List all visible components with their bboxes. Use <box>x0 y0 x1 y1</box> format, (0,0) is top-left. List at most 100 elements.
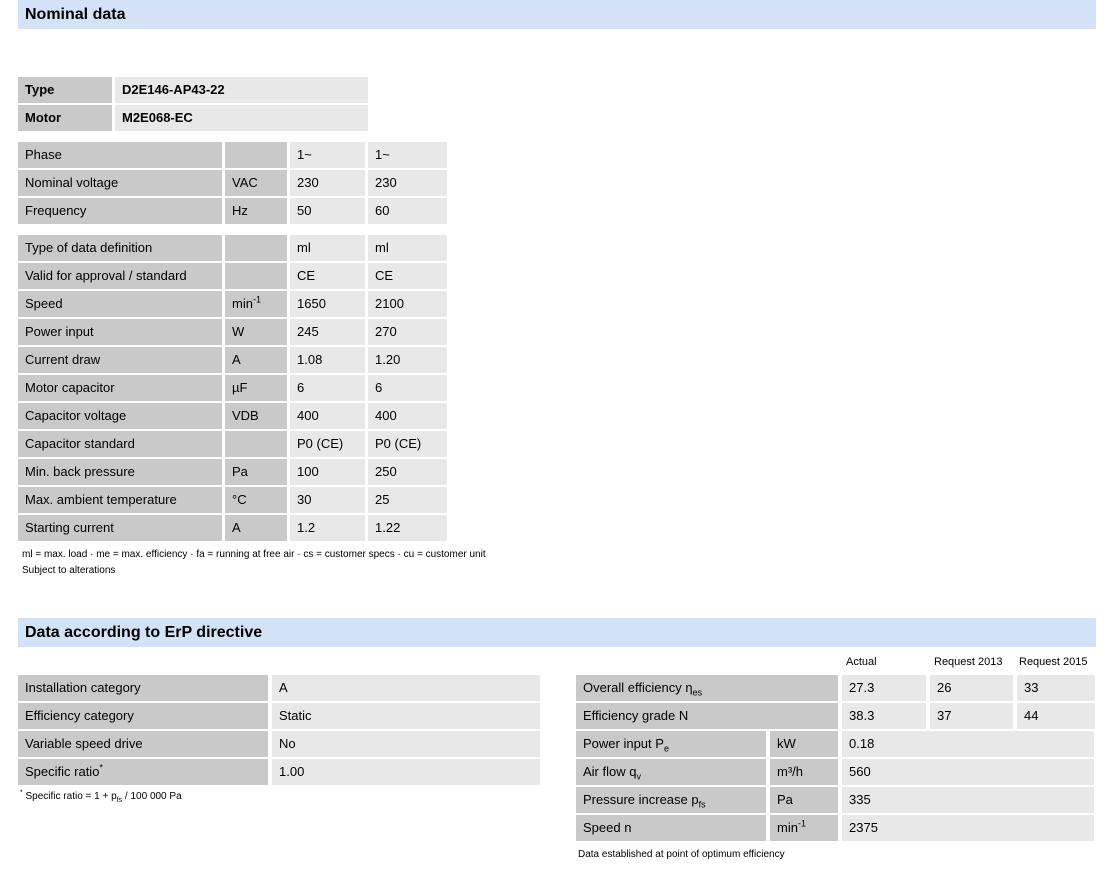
label-subscript: es <box>692 687 703 698</box>
electrical-table: Phase 1~ 1~ Nominal voltage VAC 230 230 … <box>18 142 447 224</box>
row-label-cell: Motor capacitor <box>18 375 222 401</box>
unit-superscript: -1 <box>797 818 806 829</box>
row-label-cell: Type of data definition <box>18 235 222 261</box>
row-label-cell: Air flow qv <box>576 759 766 785</box>
erp-operating-point-table: Power input Pe kW 0.18 Air flow qv m³/h … <box>576 731 1094 841</box>
row-label-cell: Frequency <box>18 198 222 224</box>
row-value-cell: Static <box>272 703 540 729</box>
motor-value-cell: M2E068-EC <box>115 105 368 131</box>
row-value-50hz-cell: 1.08 <box>290 347 365 373</box>
label-asterisk: * <box>99 762 103 773</box>
abbreviations-footnote: ml = max. load · me = max. efficiency · … <box>22 549 486 560</box>
row-label-cell: Valid for approval / standard <box>18 263 222 289</box>
row-value-60hz-cell: 25 <box>368 487 447 513</box>
row-unit-cell: min-1 <box>770 815 838 841</box>
row-value-60hz-cell: 6 <box>368 375 447 401</box>
row-label-cell: Power input <box>18 319 222 345</box>
row-label-cell: Nominal voltage <box>18 170 222 196</box>
row-unit-cell: kW <box>770 731 838 757</box>
label-subscript: e <box>663 743 669 754</box>
specification-table: Type of data definition ml ml Valid for … <box>18 235 447 541</box>
row-unit-cell: A <box>225 515 287 541</box>
column-header-request-2015: Request 2015 <box>1019 656 1088 668</box>
row-label-cell: Min. back pressure <box>18 459 222 485</box>
row-label-cell: Installation category <box>18 675 268 701</box>
row-unit-cell <box>225 431 287 457</box>
row-unit-cell: °C <box>225 487 287 513</box>
label-text: Air flow q <box>583 764 637 779</box>
row-label-cell: Speed n <box>576 815 766 841</box>
row-unit-cell <box>225 142 287 168</box>
row-value-50hz-cell: ml <box>290 235 365 261</box>
row-label-cell: Capacitor voltage <box>18 403 222 429</box>
row-value-60hz-cell: 270 <box>368 319 447 345</box>
row-value-cell: 560 <box>842 759 1094 785</box>
row-value-50hz-cell: 245 <box>290 319 365 345</box>
row-unit-cell <box>225 263 287 289</box>
label-text: Power input P <box>583 736 664 751</box>
row-label-cell: Speed <box>18 291 222 317</box>
footnote-asterisk: * <box>20 789 23 797</box>
row-value-request-2015-cell: 44 <box>1017 703 1095 729</box>
row-value-60hz-cell: 1~ <box>368 142 447 168</box>
section-title: Nominal data <box>25 6 126 23</box>
row-value-60hz-cell: 1.20 <box>368 347 447 373</box>
section-header-erp-directive: Data according to ErP directive <box>18 618 1096 647</box>
row-unit-cell: W <box>225 319 287 345</box>
row-value-50hz-cell: 1.2 <box>290 515 365 541</box>
footnote-text: / 100 000 Pa <box>122 791 182 802</box>
subject-to-alterations-note: Subject to alterations <box>22 565 116 576</box>
row-value-cell: 0.18 <box>842 731 1094 757</box>
row-label-cell: Specific ratio* <box>18 759 268 785</box>
row-label-cell: Power input Pe <box>576 731 766 757</box>
footnote-subscript: fs <box>116 797 123 804</box>
row-unit-cell: Pa <box>770 787 838 813</box>
row-value-cell: 2375 <box>842 815 1094 841</box>
row-value-60hz-cell: 60 <box>368 198 447 224</box>
specific-ratio-footnote: * Specific ratio = 1 + pfs / 100 000 Pa <box>20 789 182 804</box>
row-value-50hz-cell: 400 <box>290 403 365 429</box>
row-value-60hz-cell: 400 <box>368 403 447 429</box>
row-label-cell: Phase <box>18 142 222 168</box>
section-title: Data according to ErP directive <box>25 624 263 641</box>
row-value-50hz-cell: 30 <box>290 487 365 513</box>
row-value-60hz-cell: ml <box>368 235 447 261</box>
label-subscript: fs <box>698 799 706 810</box>
row-value-50hz-cell: 6 <box>290 375 365 401</box>
motor-label-cell: Motor <box>18 105 112 131</box>
row-value-50hz-cell: P0 (CE) <box>290 431 365 457</box>
row-label-cell: Pressure increase pfs <box>576 787 766 813</box>
row-value-60hz-cell: 250 <box>368 459 447 485</box>
row-value-60hz-cell: 1.22 <box>368 515 447 541</box>
row-unit-cell: A <box>225 347 287 373</box>
row-unit-cell: Hz <box>225 198 287 224</box>
row-value-actual-cell: 27.3 <box>842 675 926 701</box>
column-header-request-2013: Request 2013 <box>934 656 1003 668</box>
row-value-request-2013-cell: 26 <box>930 675 1013 701</box>
type-motor-table: Type D2E146-AP43-22 Motor M2E068-EC <box>18 77 368 131</box>
row-label-cell: Starting current <box>18 515 222 541</box>
row-unit-cell: VAC <box>225 170 287 196</box>
label-text: Specific ratio <box>25 764 100 779</box>
row-label-cell: Max. ambient temperature <box>18 487 222 513</box>
row-value-actual-cell: 38.3 <box>842 703 926 729</box>
row-label-cell: Overall efficiency ηes <box>576 675 838 701</box>
row-value-50hz-cell: 1~ <box>290 142 365 168</box>
row-value-cell: A <box>272 675 540 701</box>
label-text: Overall efficiency η <box>583 680 693 695</box>
section-header-nominal-data: Nominal data <box>18 0 1096 29</box>
row-value-60hz-cell: 2100 <box>368 291 447 317</box>
label-subscript: v <box>636 771 641 782</box>
row-value-50hz-cell: 50 <box>290 198 365 224</box>
row-value-cell: No <box>272 731 540 757</box>
row-value-60hz-cell: CE <box>368 263 447 289</box>
row-unit-cell: min-1 <box>225 291 287 317</box>
row-unit-cell <box>225 235 287 261</box>
row-value-50hz-cell: 230 <box>290 170 365 196</box>
label-text: Pressure increase p <box>583 792 699 807</box>
unit-text: min <box>777 820 798 835</box>
row-value-60hz-cell: 230 <box>368 170 447 196</box>
type-value-cell: D2E146-AP43-22 <box>115 77 368 103</box>
row-value-50hz-cell: 100 <box>290 459 365 485</box>
erp-efficiency-table: Overall efficiency ηes 27.3 26 33 Effici… <box>576 675 1095 729</box>
